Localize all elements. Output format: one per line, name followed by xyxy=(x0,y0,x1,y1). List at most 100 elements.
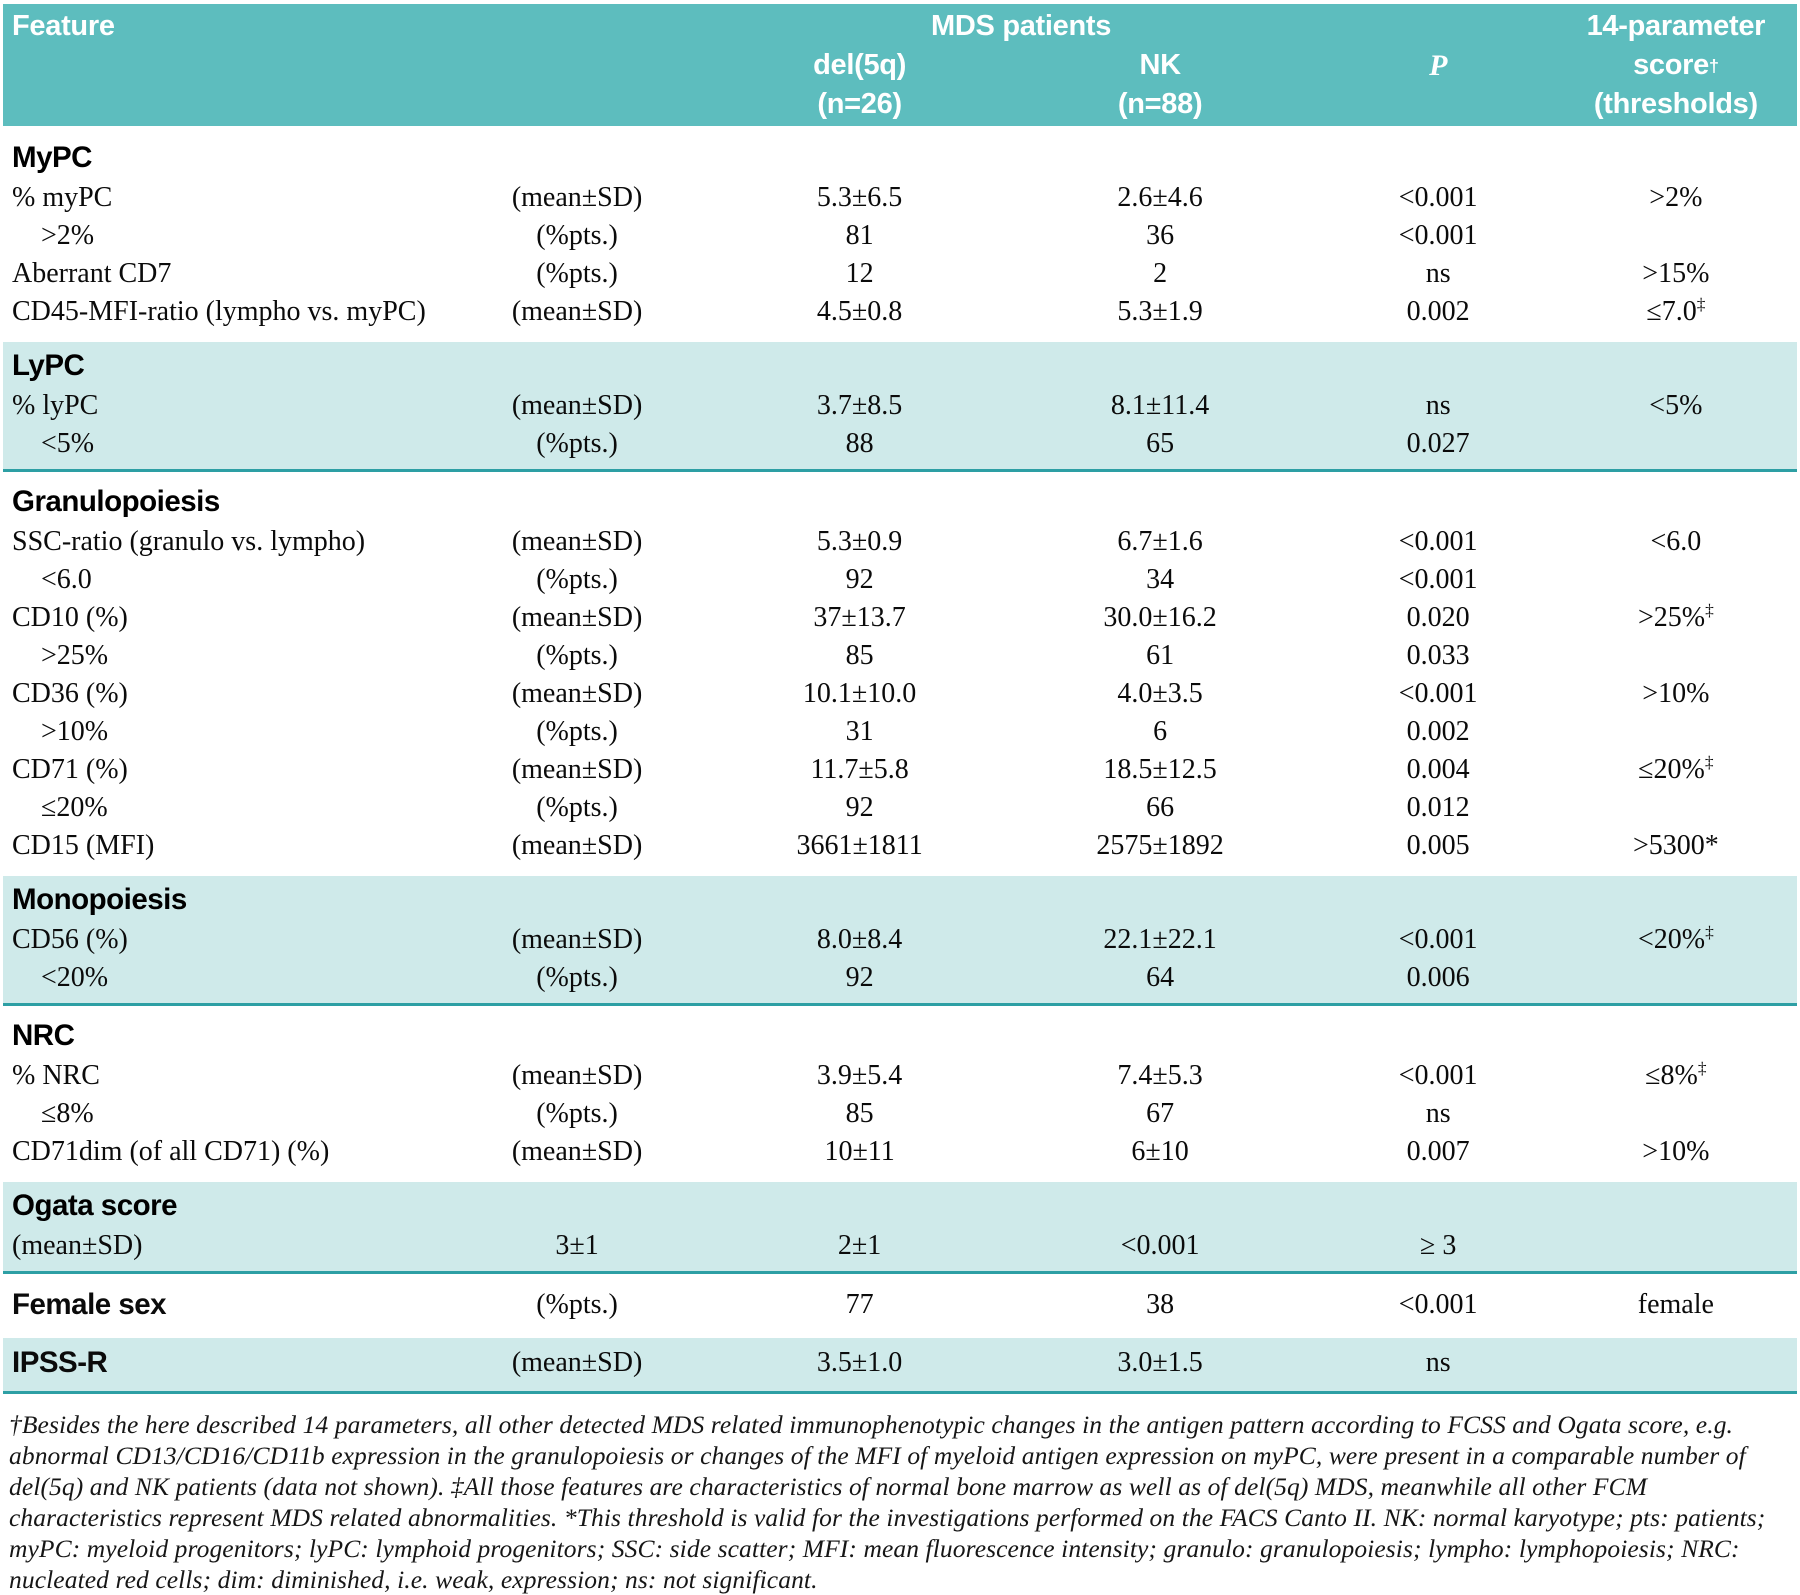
p-value-cell: 0.007 xyxy=(1406,1136,1470,1167)
del5q-value-cell: 12 xyxy=(845,258,874,289)
column-header-del5q-n: (n=26) xyxy=(817,88,902,120)
stat-type-cell: (mean±SD) xyxy=(511,1136,643,1167)
nk-value-cell: 6.7±1.6 xyxy=(1117,526,1203,557)
p-value-cell: <0.001 xyxy=(1398,924,1478,955)
stat-type-cell: (mean±SD) xyxy=(511,182,643,213)
threshold-dagger-superscript: ‡ xyxy=(1705,922,1714,942)
p-value-cell: 0.002 xyxy=(1406,716,1470,747)
nk-value-cell: 18.5±12.5 xyxy=(1103,754,1217,785)
del5q-value-cell: 2±1 xyxy=(837,1230,882,1261)
nk-value-cell: 3.0±1.5 xyxy=(1117,1347,1203,1378)
p-value-cell: 0.004 xyxy=(1406,754,1470,785)
table-row: CD71 (%) (mean±SD) 11.7±5.8 18.5±12.5 0.004 ≤… xyxy=(3,751,1797,789)
table-footnote: †Besides the here described 14 parameter… xyxy=(9,1410,1766,1594)
del5q-value-cell: 10.1±10.0 xyxy=(802,678,917,709)
column-header-thresholds: (thresholds) xyxy=(1593,88,1758,120)
p-value-cell: ns xyxy=(1425,1347,1451,1378)
threshold-value: <20% xyxy=(1637,924,1706,955)
nk-value-cell: <0.001 xyxy=(1120,1230,1200,1261)
stat-type-cell: (%pts.) xyxy=(536,564,618,595)
threshold-value: >10% xyxy=(1642,678,1710,709)
nk-value-cell: 36 xyxy=(1146,220,1175,251)
table-row: % lyPC (mean±SD) 3.7±8.5 8.1±11.4 ns <5% xyxy=(3,387,1797,425)
del5q-value-cell: 77 xyxy=(845,1289,874,1320)
threshold-cell: <5% xyxy=(1555,387,1797,425)
feature-label: CD36 (%) xyxy=(12,678,128,709)
nk-value-cell: 2 xyxy=(1153,258,1168,289)
threshold-cell xyxy=(1555,789,1797,827)
column-header-nk-n: (n=88) xyxy=(1117,88,1203,120)
del5q-value-cell: 92 xyxy=(845,564,874,595)
threshold-dagger-superscript: ‡ xyxy=(1705,600,1714,620)
nk-value-cell: 65 xyxy=(1146,428,1175,459)
column-header-p: P xyxy=(1429,49,1448,82)
stat-type-cell: (%pts.) xyxy=(536,1289,618,1320)
del5q-value-cell: 3.5±1.0 xyxy=(816,1347,903,1378)
nk-value-cell: 2575±1892 xyxy=(1096,830,1224,861)
section-title-ogata-score: Ogata score xyxy=(12,1189,178,1222)
threshold-cell: <6.0 xyxy=(1555,523,1797,561)
nk-value-cell: 2.6±4.6 xyxy=(1117,182,1203,213)
threshold-value: >10% xyxy=(1642,1136,1710,1167)
section-title-granulopoiesis: Granulopoiesis xyxy=(12,485,220,518)
table-row: >2% (%pts.) 81 36 <0.001 xyxy=(3,217,1797,255)
threshold-value: ≤20% xyxy=(1638,754,1705,785)
threshold-value: >25% xyxy=(1637,602,1706,633)
column-header-feature: Feature xyxy=(12,9,115,42)
table-row: Female sex (%pts.) 77 38 <0.001 female xyxy=(3,1283,1797,1327)
threshold-cell: >25%‡ xyxy=(1555,599,1797,637)
feature-label: CD71dim (of all CD71) (%) xyxy=(12,1136,330,1167)
nk-value-cell: 6 xyxy=(1153,716,1168,747)
feature-label: <5% xyxy=(41,428,95,459)
table-row: (mean±SD) 3±1 2±1 <0.001 ≥ 3 xyxy=(3,1227,1797,1265)
del5q-value-cell: 31 xyxy=(845,716,874,747)
del5q-value-cell: 3661±1811 xyxy=(796,830,923,861)
threshold-cell: ≤20%‡ xyxy=(1555,751,1797,789)
table-header-row: Feature MDS patients 14-parameter del(5q… xyxy=(3,4,1797,126)
table-page: Feature MDS patients 14-parameter del(5q… xyxy=(3,4,1797,1594)
stat-type-cell: (mean±SD) xyxy=(511,1347,643,1378)
p-value-cell: 0.002 xyxy=(1406,296,1470,327)
table-row: <20% (%pts.) 92 64 0.006 xyxy=(3,959,1797,997)
del5q-value-cell: 8.0±8.4 xyxy=(816,924,903,955)
threshold-cell: >2% xyxy=(1555,179,1797,217)
p-value-cell: <0.001 xyxy=(1398,220,1478,251)
table-row: <6.0 (%pts.) 92 34 <0.001 xyxy=(3,561,1797,599)
stat-type-cell: (%pts.) xyxy=(536,716,618,747)
del5q-value-cell: 5.3±6.5 xyxy=(816,182,903,213)
feature-label: >25% xyxy=(41,640,109,671)
threshold-cell: ≤8%‡ xyxy=(1555,1057,1797,1095)
del5q-value-cell: 10±11 xyxy=(824,1136,895,1167)
column-header-nk: NK xyxy=(1139,49,1181,81)
stat-type-cell: (mean±SD) xyxy=(511,678,643,709)
feature-label: ≤20% xyxy=(41,792,108,823)
stat-type-cell: (%pts.) xyxy=(536,640,618,671)
stat-type-cell: (%pts.) xyxy=(536,220,618,251)
feature-label: SSC-ratio (granulo vs. lympho) xyxy=(12,526,366,557)
nk-value-cell: 34 xyxy=(1146,564,1175,595)
nk-value-cell: 5.3±1.9 xyxy=(1117,296,1203,327)
stat-type-cell: (mean±SD) xyxy=(511,602,643,633)
feature-label: CD45-MFI-ratio (lympho vs. myPC) xyxy=(12,296,426,327)
table-row: SSC-ratio (granulo vs. lympho) (mean±SD) 5… xyxy=(3,523,1797,561)
table-row: <5% (%pts.) 88 65 0.027 xyxy=(3,425,1797,463)
feature-label: >10% xyxy=(41,716,109,747)
nk-value-cell: 64 xyxy=(1146,962,1175,993)
column-group-header-mds-patients: MDS patients xyxy=(931,9,1112,42)
del5q-value-cell: 11.7±5.8 xyxy=(810,754,909,785)
nk-value-cell: 66 xyxy=(1146,792,1175,823)
del5q-value-cell: 85 xyxy=(845,640,874,671)
p-value-cell: 0.005 xyxy=(1406,830,1470,861)
stat-type-cell: (%pts.) xyxy=(536,792,618,823)
section-ogata-score: Ogata score (mean±SD) 3±1 2±1 <0.001 ≥ 3 xyxy=(3,1182,1797,1274)
table-row: % NRC (mean±SD) 3.9±5.4 7.4±5.3 <0.001 ≤8%‡ xyxy=(3,1057,1797,1095)
feature-label: ≤8% xyxy=(41,1098,94,1129)
table-row: CD15 (MFI) (mean±SD) 3661±1811 2575±1892 0.0… xyxy=(3,827,1797,865)
p-value-cell: <0.001 xyxy=(1398,1060,1478,1091)
nk-value-cell: 22.1±22.1 xyxy=(1103,924,1217,955)
del5q-value-cell: 81 xyxy=(845,220,874,251)
p-value-cell: 0.006 xyxy=(1406,962,1470,993)
column-header-score: score † xyxy=(1633,49,1719,81)
p-value-cell: ns xyxy=(1425,1098,1451,1129)
del5q-value-cell: 3.9±5.4 xyxy=(816,1060,903,1091)
